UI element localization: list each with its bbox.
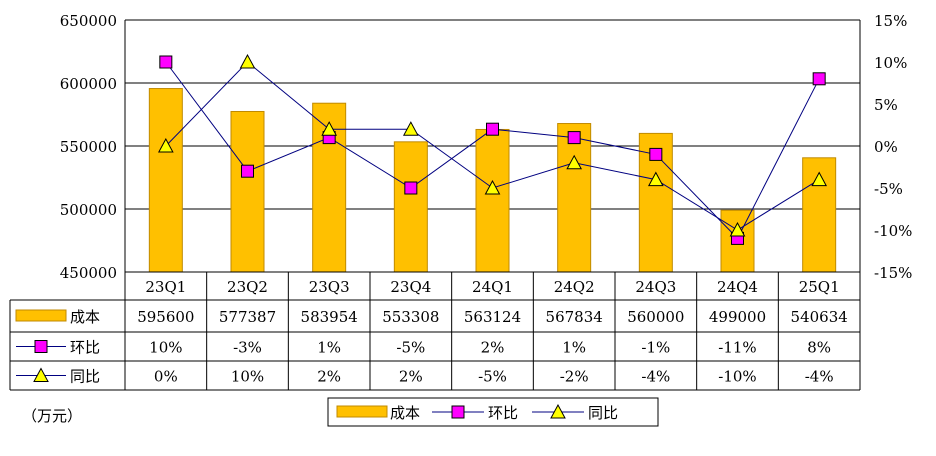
y-left-tick-label: 500000 (60, 201, 117, 219)
y-right-tick-label: -10% (874, 222, 912, 240)
table-cell-value: 553308 (382, 308, 439, 326)
x-tick-label: 24Q3 (635, 278, 676, 296)
row-series-name: 环比 (70, 339, 100, 357)
yoy-marker (321, 121, 338, 136)
legend-label-mom: 环比 (488, 404, 518, 422)
bar (148, 88, 183, 273)
table-cell-value: 595600 (137, 308, 194, 326)
x-tick-label: 23Q1 (145, 278, 186, 296)
table-cell-value: 0% (154, 368, 178, 386)
data-table: 23Q1 23Q2 23Q3 23Q4 24Q1 24Q2 24Q3 24Q4 25Q1 成本 59… (9, 271, 861, 391)
yoy-marker (811, 171, 828, 187)
y-right-tick-label: 5% (874, 96, 898, 114)
table-cell-value: -11% (718, 339, 756, 357)
table-cell-value: 2% (399, 368, 423, 386)
table-cell-value: 1% (317, 339, 341, 357)
mom-marker (567, 131, 581, 145)
table-cell-value: -5% (478, 368, 507, 386)
table-cell-value: 563124 (464, 308, 521, 326)
y-left-tick-label: 650000 (60, 12, 117, 30)
legend-key-yoy-marker (550, 403, 566, 419)
bar (475, 128, 510, 273)
x-tick-label: 23Q3 (309, 278, 350, 296)
line-series-yoy (157, 53, 828, 237)
yoy-marker (402, 121, 419, 136)
x-tick-label: 24Q2 (554, 278, 595, 296)
bar (393, 141, 428, 273)
table-cell-value: 567834 (546, 308, 603, 326)
row-key-mom-marker (34, 340, 48, 353)
table-cell-value: 8% (807, 339, 831, 357)
table-cell-value: 2% (317, 368, 341, 386)
y-left-tick-label: 450000 (60, 264, 117, 282)
axes: 650000 600000 550000 500000 450000 15% 10% 5% 0%… (60, 12, 913, 282)
mom-marker (649, 147, 663, 161)
mom-marker (159, 55, 173, 69)
legend-key-cost (336, 405, 388, 418)
legend-label-yoy: 同比 (588, 404, 618, 422)
bar (557, 123, 592, 273)
x-tick-label: 23Q4 (390, 278, 431, 296)
y-left-tick-label: 550000 (60, 138, 117, 156)
table-cell-value: 2% (481, 339, 505, 357)
mom-marker (241, 164, 254, 178)
yoy-marker (157, 137, 174, 153)
bar (230, 110, 265, 273)
table-cell-value: -3% (233, 339, 262, 357)
yoy-marker (729, 221, 746, 237)
line-series-mom (159, 55, 826, 245)
x-tick-label: 23Q2 (227, 278, 268, 296)
table-cell-value: 540634 (791, 308, 848, 326)
table-cell-value: 577387 (219, 308, 276, 326)
unit-label: （万元） (22, 407, 82, 425)
table-cell-value: 560000 (627, 308, 684, 326)
y-right-tick-label: -15% (874, 264, 912, 282)
y-right-tick-label: 10% (874, 54, 907, 72)
table-cell-value: 10% (231, 368, 264, 386)
yoy-marker (484, 179, 501, 195)
x-tick-label: 25Q1 (799, 278, 840, 296)
table-cell-value: -5% (396, 339, 425, 357)
table-cell-value: -4% (641, 368, 670, 386)
table-cell-value: 583954 (301, 308, 358, 326)
row-key-cost (15, 309, 67, 322)
table-cell-value: -1% (641, 339, 670, 357)
table-cell-value: -10% (718, 368, 756, 386)
legend: 成本 环比 同比 (327, 397, 659, 427)
y-right-tick-label: 15% (874, 12, 907, 30)
mom-marker (812, 72, 826, 86)
y-right-tick-label: 0% (874, 138, 898, 156)
y-right-tick-label: -5% (874, 180, 903, 198)
legend-key-mom-marker (451, 405, 465, 419)
mom-marker (404, 181, 418, 195)
x-tick-label: 24Q1 (472, 278, 513, 296)
row-series-name: 成本 (70, 308, 100, 326)
row-series-name: 同比 (70, 368, 100, 386)
table-cell-value: 499000 (709, 308, 766, 326)
y-left-tick-label: 600000 (60, 75, 117, 93)
yoy-marker (566, 154, 583, 170)
legend-label-cost: 成本 (390, 404, 420, 422)
bar-series-cost (148, 88, 837, 273)
yoy-marker (647, 171, 664, 187)
table-cell-value: 10% (149, 339, 182, 357)
table-cell-value: 1% (562, 339, 586, 357)
row-key-yoy-marker (33, 367, 49, 382)
table-cell-value: -4% (805, 368, 834, 386)
table-cell-value: -2% (560, 368, 589, 386)
yoy-marker (239, 53, 256, 69)
mom-marker (486, 122, 499, 136)
x-tick-label: 24Q4 (717, 278, 758, 296)
